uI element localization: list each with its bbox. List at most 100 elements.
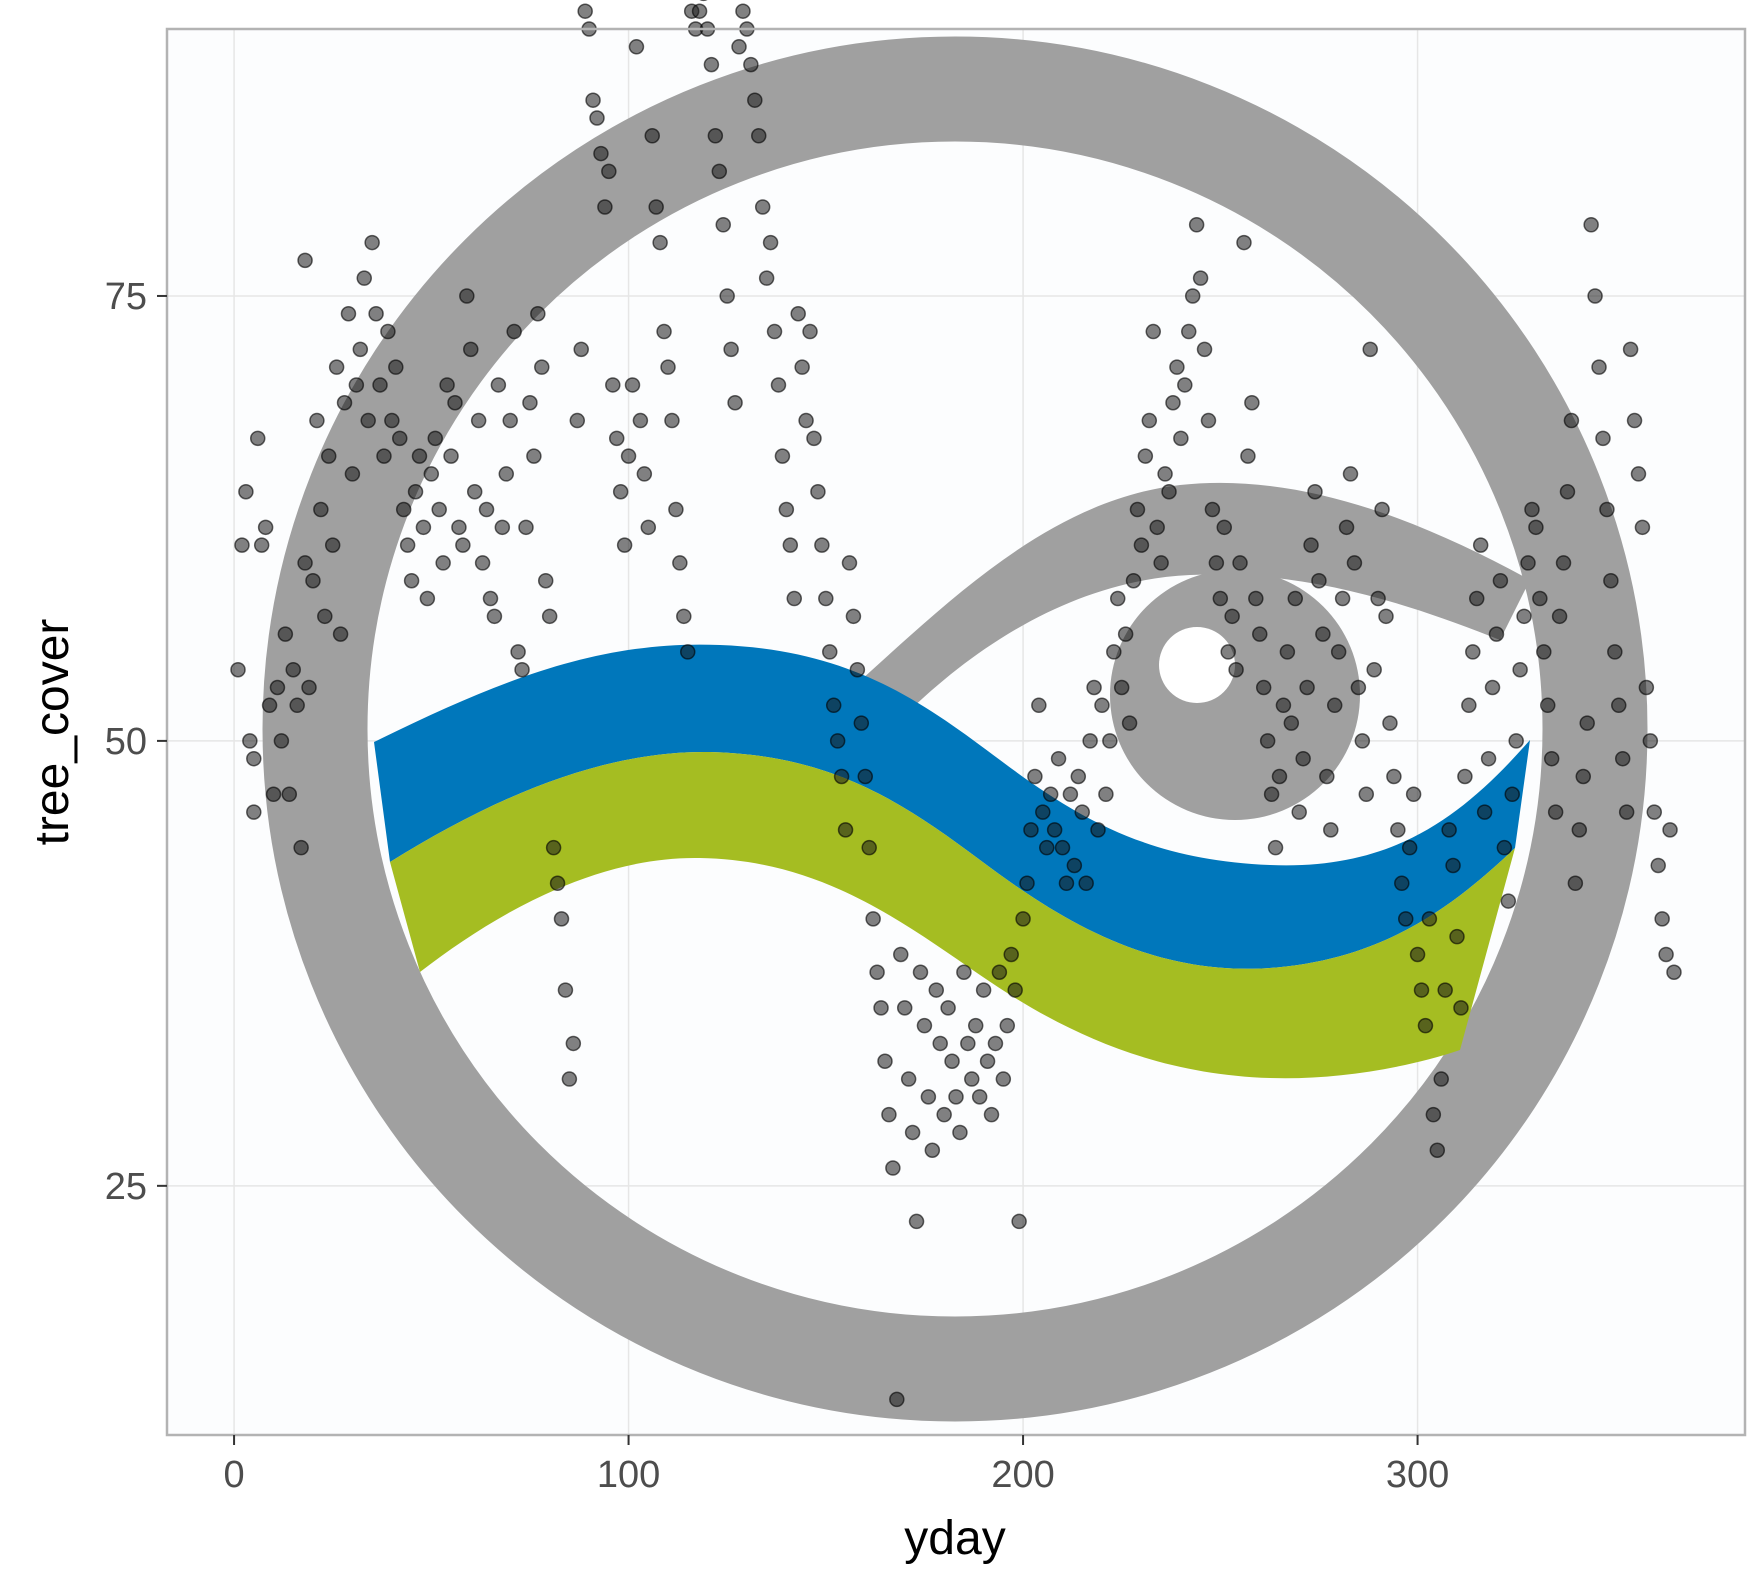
data-point: [399, 537, 416, 553]
data-point: [648, 199, 664, 215]
data-point: [1279, 644, 1296, 660]
data-point: [577, 3, 593, 19]
data-point: [1153, 555, 1169, 571]
data-point: [857, 768, 874, 785]
data-point: [1145, 323, 1161, 340]
data-point: [1149, 519, 1165, 536]
data-point: [498, 466, 515, 482]
data-point: [837, 822, 854, 838]
data-point: [545, 839, 562, 856]
data-point: [1232, 555, 1248, 571]
data-point: [920, 1089, 937, 1105]
data-point: [1031, 697, 1047, 714]
data-point: [459, 288, 475, 304]
data-point: [289, 697, 305, 714]
data-point: [447, 394, 463, 411]
data-point: [849, 661, 866, 678]
data-point: [392, 430, 408, 447]
data-point: [1453, 1000, 1469, 1016]
data-point: [407, 483, 424, 500]
panel-border: [165, 27, 1747, 1437]
data-point: [751, 128, 767, 144]
data-point: [1078, 875, 1094, 892]
data-point: [1405, 786, 1422, 803]
data-point: [1074, 804, 1090, 820]
data-point: [561, 1071, 578, 1087]
data-point: [916, 1017, 933, 1034]
data-point: [293, 839, 309, 856]
data-point: [1106, 644, 1122, 660]
data-point: [1224, 608, 1240, 625]
data-point: [1397, 911, 1414, 927]
data-point: [624, 377, 641, 393]
data-point: [987, 1035, 1004, 1052]
data-point: [1255, 679, 1272, 696]
data-point: [273, 733, 290, 749]
data-point: [1228, 661, 1244, 678]
data-point: [1161, 483, 1177, 500]
data-point: [1461, 697, 1477, 714]
data-point: [818, 590, 834, 607]
data-point: [1409, 946, 1426, 963]
data-point: [889, 1391, 905, 1408]
logo-eye-highlight: [1159, 627, 1235, 703]
data-point: [466, 483, 483, 500]
data-point: [1540, 697, 1556, 714]
data-point: [620, 448, 637, 464]
data-point: [1413, 982, 1430, 998]
data-point: [1611, 697, 1627, 714]
data-point: [715, 217, 731, 233]
data-point: [486, 608, 503, 625]
data-point: [881, 1106, 897, 1123]
data-point: [1563, 412, 1580, 429]
data-point: [246, 804, 262, 820]
data-point: [995, 1071, 1012, 1087]
data-point: [1188, 217, 1205, 233]
data-point: [1437, 982, 1453, 998]
data-point: [257, 519, 274, 536]
logo-wave-blue: [374, 644, 1530, 969]
data-point: [474, 555, 491, 571]
data-point: [960, 1035, 976, 1052]
data-point: [1271, 768, 1288, 785]
data-point: [348, 377, 365, 393]
data-point: [1042, 786, 1059, 803]
data-point: [845, 608, 862, 625]
x-tick-label: 0: [223, 1454, 244, 1496]
data-point: [1370, 590, 1386, 607]
data-point: [1476, 804, 1493, 820]
data-point: [553, 911, 570, 927]
data-point: [676, 608, 692, 625]
data-point: [1662, 822, 1678, 838]
data-point: [1035, 804, 1051, 820]
data-point: [1536, 644, 1552, 660]
data-point: [1165, 394, 1181, 411]
data-point: [1240, 448, 1256, 464]
data-point: [766, 323, 783, 340]
data-point: [585, 92, 601, 108]
data-point: [1094, 697, 1110, 714]
data-point: [1200, 412, 1217, 429]
data-point: [1054, 839, 1071, 856]
data-point: [1547, 804, 1564, 820]
data-point: [1500, 893, 1517, 909]
data-point: [608, 430, 625, 447]
data-point: [1382, 715, 1398, 731]
data-point: [1019, 875, 1035, 892]
data-point: [1417, 1017, 1434, 1034]
data-point: [979, 1053, 996, 1070]
data-point: [518, 519, 534, 536]
data-point: [242, 733, 258, 749]
data-point: [885, 1160, 901, 1176]
data-point: [1508, 733, 1524, 749]
data-point: [1086, 679, 1102, 696]
data-point: [1023, 822, 1039, 838]
data-point: [1157, 466, 1173, 482]
x-axis-title: yday: [904, 1512, 1005, 1565]
data-point: [727, 394, 743, 411]
data-point: [1346, 555, 1363, 571]
data-point: [431, 501, 447, 518]
data-point: [877, 1053, 893, 1070]
data-point: [1366, 661, 1382, 678]
data-point: [297, 555, 313, 571]
